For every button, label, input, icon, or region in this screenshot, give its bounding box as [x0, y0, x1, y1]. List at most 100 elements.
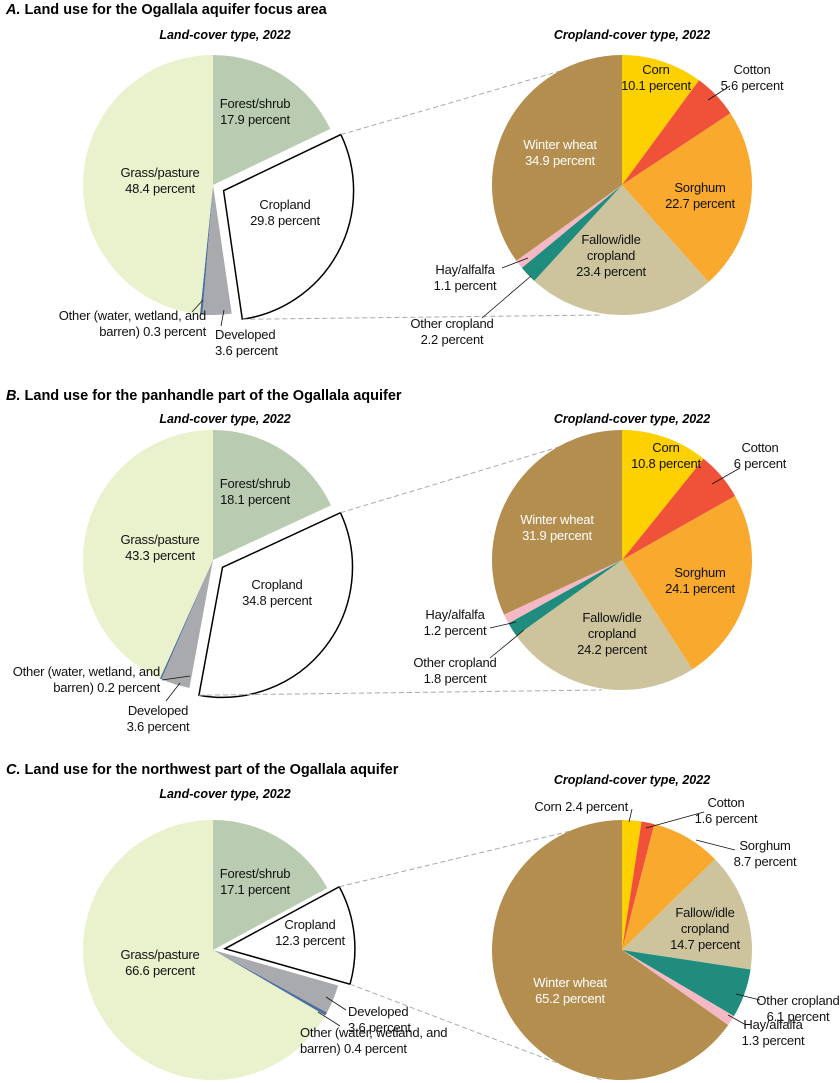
category-label: Hay/alfalfa [425, 607, 485, 622]
slice-label: Cotton 1.6 percent [681, 795, 771, 827]
value-label: 24.2 percent [577, 642, 647, 657]
slice-label: Winter wheat 34.9 percent [505, 137, 615, 169]
value-label: 18.1 percent [220, 492, 290, 507]
slice-label: Cropland 29.8 percent [230, 197, 340, 229]
pie-slice [508, 560, 622, 636]
pie-subtitle: Cropland-cover type, 2022 [553, 28, 711, 42]
leader-line [711, 467, 741, 485]
value-label: 2.4 percent [565, 799, 628, 814]
pie-slice [534, 185, 709, 315]
category-label: Cropland [284, 917, 336, 932]
connector-line [242, 314, 603, 320]
value-label: 34.8 percent [242, 593, 312, 608]
pie-slice [516, 560, 693, 690]
leader-line [489, 621, 517, 629]
value-label: 6.1 percent [766, 1009, 830, 1024]
slice-label: Other (water, wetland, and barren) 0.2 p… [0, 664, 160, 696]
leader-line [481, 275, 532, 319]
pie-slice [492, 820, 729, 1080]
leader-line [735, 993, 761, 1001]
pie-slice [622, 113, 752, 282]
pie-slice [622, 80, 731, 185]
pie-subtitle: Cropland-cover type, 2022 [553, 412, 711, 426]
value-label: 3.6 percent [126, 719, 190, 734]
pie-slice [213, 950, 339, 1013]
leader-line [325, 996, 347, 1011]
category-label: Other (water, wetland, and barren) [12, 664, 160, 695]
connector-line [198, 689, 603, 696]
value-label: 43.3 percent [125, 548, 195, 563]
slice-label: Cropland 12.3 percent [260, 917, 360, 949]
pie-slice [516, 185, 622, 268]
pie-slice [213, 430, 331, 560]
category-label: Other cropland [756, 993, 840, 1008]
value-label: 1.1 percent [433, 278, 497, 293]
slice-label: Forest/shrub 18.1 percent [200, 476, 310, 508]
category-label: Cropland [251, 577, 303, 592]
category-label: Grass/pasture [120, 532, 200, 547]
slice-label: Cotton 6 percent [715, 440, 805, 472]
value-label: 22.7 percent [665, 196, 735, 211]
pie-slice [622, 950, 751, 1017]
category-label: Developed [348, 1004, 409, 1019]
pie-slice [622, 821, 655, 950]
connector-line [339, 820, 613, 888]
leader-line [161, 675, 191, 681]
value-label: 10.8 percent [631, 456, 701, 471]
category-label: Corn [642, 62, 670, 77]
value-label: 17.9 percent [220, 112, 290, 127]
value-label: 48.4 percent [125, 181, 195, 196]
slice-label: Corn 10.8 percent [616, 440, 716, 472]
category-label: Forest/shrub [219, 476, 291, 491]
value-label: 12.3 percent [275, 933, 345, 948]
value-label: 10.1 percent [621, 78, 691, 93]
pie-slice [492, 429, 622, 615]
value-label: 23.4 percent [576, 264, 646, 279]
slice-label: Other cropland 2.2 percent [397, 316, 507, 348]
category-label: Fallow/idle cropland [675, 905, 735, 936]
value-label: 2.2 percent [420, 332, 484, 347]
pie-slice [491, 55, 622, 261]
pie-slice [198, 511, 354, 699]
slice-label: Forest/shrub 17.1 percent [200, 866, 310, 898]
slice-label: Developed 3.6 percent [113, 703, 203, 735]
slice-label: Winter wheat 65.2 percent [515, 975, 625, 1007]
pie-subtitle: Land-cover type, 2022 [159, 412, 291, 426]
leader-line [645, 811, 705, 829]
category-label: Cotton [741, 440, 779, 455]
category-label: Corn [534, 799, 562, 814]
leader-line [707, 85, 731, 101]
value-label: 65.2 percent [535, 991, 605, 1006]
pie-slice [83, 820, 326, 1080]
category-label: Forest/shrub [219, 866, 291, 881]
leader-line [695, 839, 736, 851]
leader-line [317, 1011, 341, 1027]
leader-line [628, 808, 633, 823]
leader-line [489, 629, 525, 659]
value-label: 6 percent [733, 456, 787, 471]
slice-label: Grass/pasture 43.3 percent [105, 532, 215, 564]
category-label: Other cropland [413, 655, 497, 670]
slice-label: Other cropland 1.8 percent [400, 655, 510, 687]
category-label: Hay/alfalfa [743, 1017, 803, 1032]
panel-title: C. Land use for the northwest part of th… [6, 762, 399, 778]
value-label: 1.6 percent [694, 811, 758, 826]
slice-label: Sorghum 8.7 percent [720, 838, 810, 870]
pie-slice [213, 820, 328, 950]
slice-label: Hay/alfalfa 1.2 percent [410, 607, 500, 639]
pie-slice [213, 55, 331, 185]
pie-slice [161, 560, 213, 688]
category-label: Corn [652, 440, 680, 455]
pie-slice [83, 55, 214, 315]
slice-label: Sorghum 24.1 percent [650, 565, 750, 597]
category-label: Fallow/idle cropland [582, 610, 642, 641]
pie-subtitle: Land-cover type, 2022 [159, 787, 291, 801]
value-label: 14.7 percent [670, 937, 740, 952]
category-label: Sorghum [674, 565, 726, 580]
category-label: Grass/pasture [120, 165, 200, 180]
panel-title: A. Land use for the Ogallala aquifer foc… [6, 2, 327, 18]
pie-slice [622, 495, 752, 670]
category-label: Grass/pasture [120, 947, 200, 962]
category-label: Other (water, wetland, and barren) [300, 1025, 448, 1056]
